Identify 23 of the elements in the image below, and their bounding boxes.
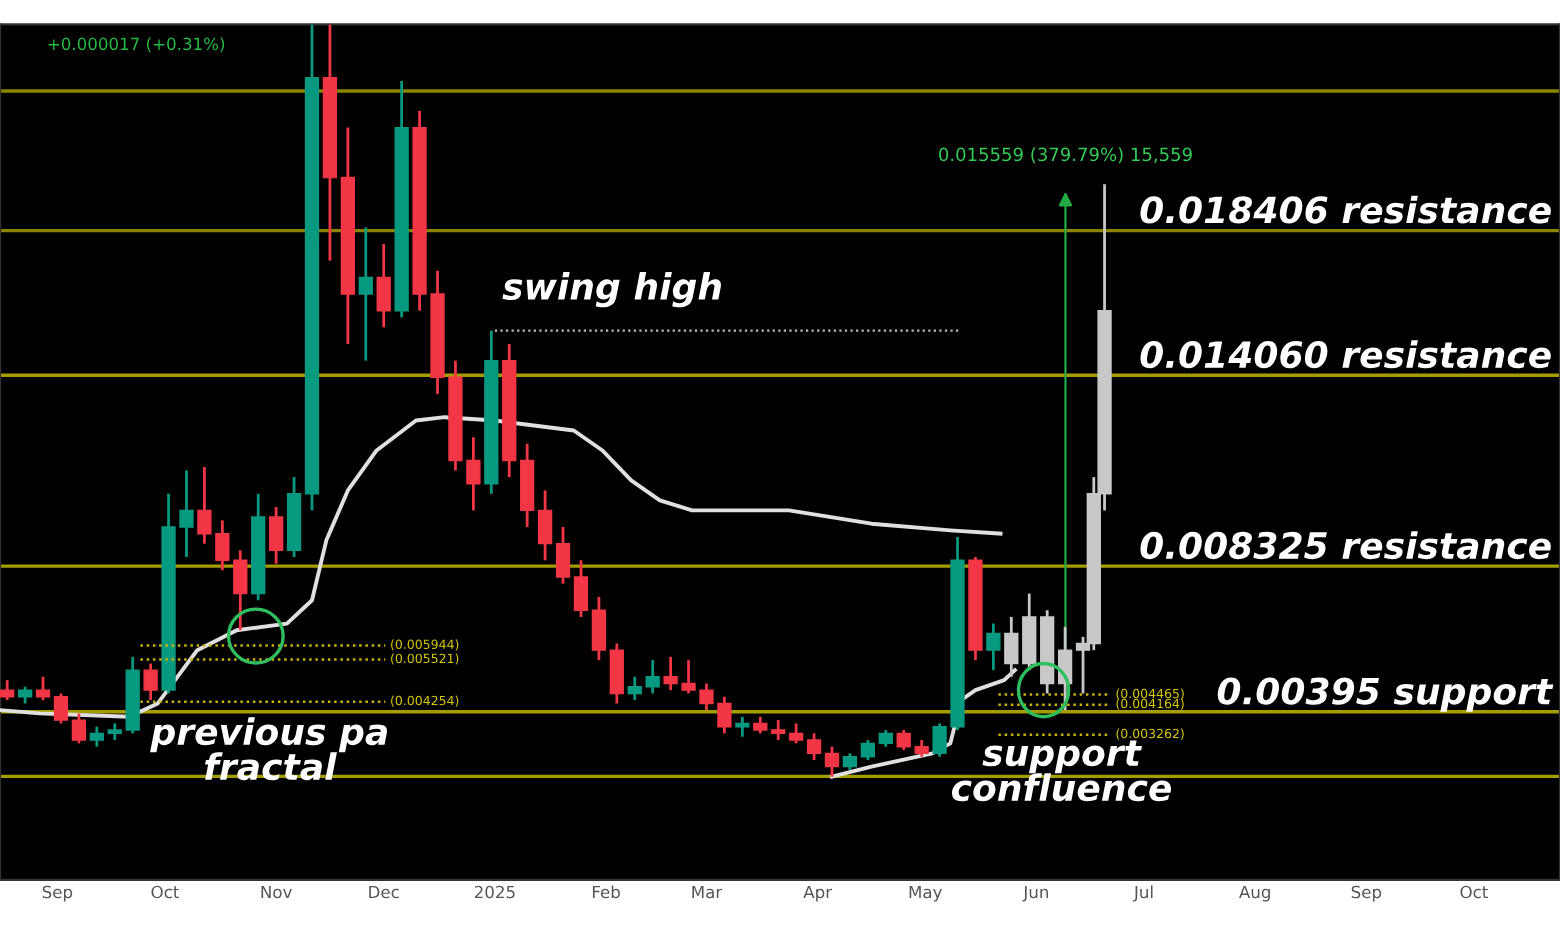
annotation: 0.015559 (379.79%) 15,559: [939, 147, 1192, 164]
x-tick-label: Aug: [1239, 885, 1270, 902]
x-tick-label: Jun: [1022, 885, 1049, 902]
ref-line-label: 0.018406 resistance: [1140, 195, 1551, 224]
ref-line-label: 0.00395 support: [1217, 677, 1554, 712]
x-tick-label: Sep: [1351, 885, 1382, 902]
annotation: previous pa fractal: [150, 717, 387, 781]
x-tick-label: Jul: [1133, 885, 1153, 902]
ref-line-label: 0.014060 resistance: [1140, 340, 1551, 369]
annotation: +0.000017 (+0.31%): [48, 37, 225, 53]
annotation: support confluence: [951, 740, 1172, 802]
x-tick-label: Oct: [151, 885, 179, 899]
x-tick-label: Apr: [803, 885, 833, 902]
x-tick-label: 2025: [474, 885, 515, 899]
x-tick-label: Oct: [1460, 885, 1488, 899]
x-tick-label: Dec: [369, 885, 399, 899]
annotation: swing high: [502, 272, 721, 308]
ref-line-label: 0.008325 resistance: [1140, 531, 1551, 560]
x-tick-label: Mar: [692, 885, 723, 899]
x-tick-label: Feb: [592, 885, 620, 899]
x-tick-label: Sep: [42, 885, 73, 902]
x-tick-label: Nov: [261, 885, 292, 899]
x-tick-label: May: [909, 885, 942, 902]
